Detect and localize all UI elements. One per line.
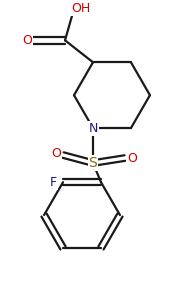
Text: N: N [88,122,98,134]
Text: O: O [22,34,32,47]
Text: F: F [49,176,57,189]
Text: OH: OH [71,2,91,15]
Text: S: S [89,156,97,170]
Text: O: O [51,147,61,160]
Text: O: O [127,151,137,164]
